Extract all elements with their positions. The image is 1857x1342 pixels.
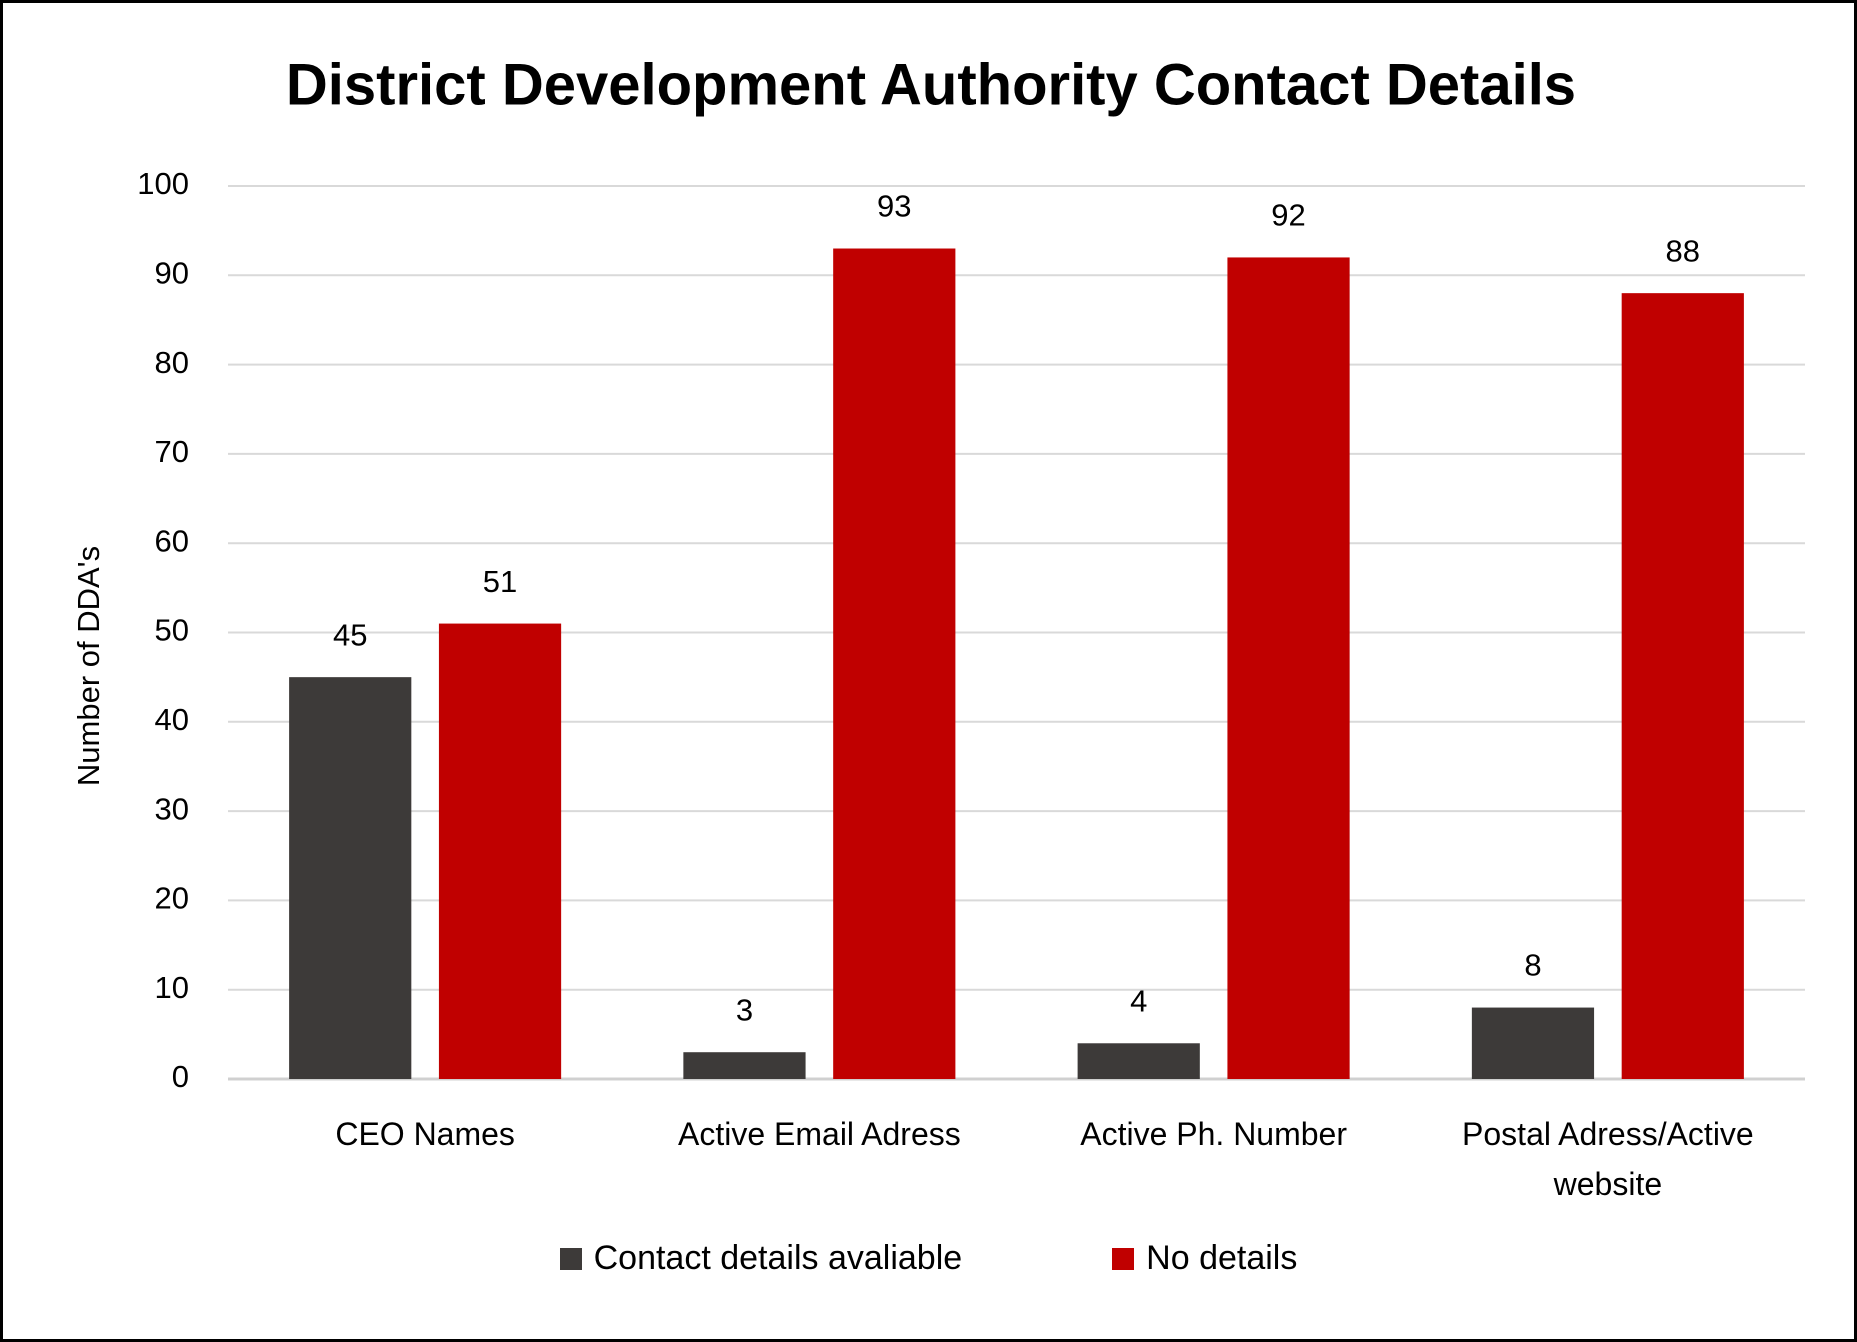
y-tick-label: 60 [155, 523, 189, 558]
legend-label: No details [1146, 1239, 1298, 1277]
data-label: 45 [333, 617, 367, 652]
x-tick-label: Postal Adress/Active website [1462, 1116, 1754, 1202]
y-tick-label: 100 [137, 166, 189, 201]
x-tick-label: Active Email Adress [677, 1116, 961, 1152]
y-axis-label: Number of DDA's [71, 546, 106, 786]
y-tick-label: 40 [155, 702, 189, 737]
bar [833, 248, 956, 1079]
data-label: 51 [483, 564, 517, 599]
x-tick-label: Active Ph. Number [1080, 1116, 1347, 1152]
chart-title: District Development Authority Contact D… [286, 52, 1576, 117]
data-label: 93 [877, 189, 911, 224]
bar [438, 623, 562, 1079]
data-label: 88 [1666, 233, 1700, 268]
bar [1471, 1007, 1595, 1079]
legend-item: No details [1112, 1239, 1297, 1278]
x-tick-label: CEO Names [335, 1116, 515, 1152]
bar [1077, 1043, 1200, 1079]
y-tick-label: 0 [172, 1059, 189, 1094]
data-label: 4 [1130, 983, 1147, 1018]
y-tick-label: 50 [155, 613, 189, 648]
y-tick-label: 20 [155, 881, 189, 916]
legend-swatch [1112, 1247, 1135, 1270]
legend-label: Contact details avaliable [593, 1239, 963, 1277]
legend-item: Contact details avaliable [559, 1239, 963, 1278]
data-label: 92 [1271, 198, 1305, 233]
y-tick-label: 10 [155, 970, 189, 1005]
legend: Contact details avaliable No details [3, 1239, 1854, 1278]
y-tick-label: 70 [155, 434, 189, 469]
data-label: 3 [736, 992, 753, 1027]
plot: District Development Authority Contact D… [71, 52, 1805, 1094]
y-tick-label: 30 [155, 791, 189, 826]
y-tick-label: 80 [155, 345, 189, 380]
legend-swatch [559, 1247, 582, 1270]
data-label: 8 [1524, 948, 1541, 983]
bar [1621, 293, 1744, 1079]
bar [289, 677, 412, 1079]
y-tick-label: 90 [155, 255, 189, 290]
bar [683, 1052, 806, 1079]
bar [1227, 257, 1350, 1079]
